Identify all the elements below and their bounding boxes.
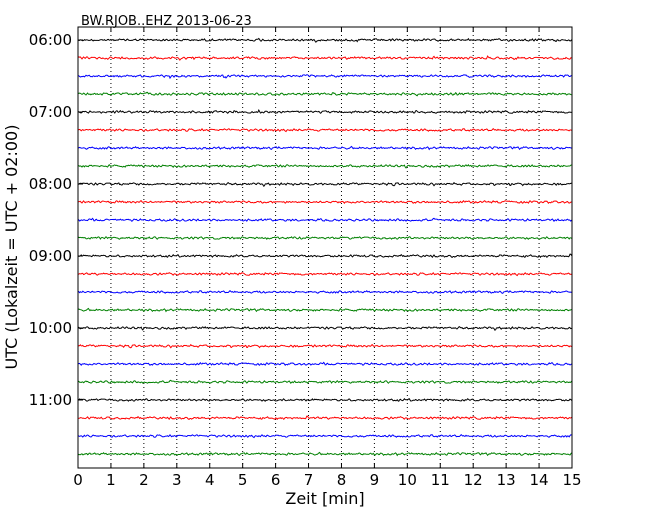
x-tick-label: 10 bbox=[398, 471, 417, 489]
trace-line bbox=[77, 271, 572, 277]
trace-line bbox=[77, 290, 572, 294]
x-tick-label: 8 bbox=[337, 471, 347, 489]
x-tick-label: 15 bbox=[562, 471, 581, 489]
trace-line bbox=[77, 379, 573, 384]
y-tick-label: 08:00 bbox=[29, 175, 72, 193]
trace-line bbox=[77, 398, 572, 402]
trace-line bbox=[77, 55, 572, 61]
x-tick-label: 12 bbox=[464, 471, 483, 489]
trace-line bbox=[77, 326, 572, 331]
x-tick-label: 2 bbox=[139, 471, 149, 489]
trace-line bbox=[77, 307, 572, 313]
x-tick-label: 0 bbox=[73, 471, 83, 489]
y-axis-label: UTC (Lokalzeit = UTC + 02:00) bbox=[2, 125, 21, 370]
chart-title: BW.RJOB..EHZ 2013-06-23 bbox=[81, 14, 252, 29]
x-axis-label: Zeit [min] bbox=[285, 489, 364, 508]
trace-line bbox=[77, 37, 573, 43]
trace-line bbox=[77, 181, 572, 187]
trace-line bbox=[77, 164, 572, 169]
traces bbox=[77, 37, 573, 457]
trace-line bbox=[77, 361, 572, 367]
trace-line bbox=[77, 217, 573, 222]
y-tick-label: 06:00 bbox=[29, 31, 72, 49]
x-tick-label: 7 bbox=[304, 471, 314, 489]
y-tick-label: 11:00 bbox=[29, 391, 72, 409]
trace-line bbox=[77, 108, 572, 115]
trace-line bbox=[77, 253, 573, 259]
x-tick-label: 13 bbox=[497, 471, 516, 489]
trace-line bbox=[77, 127, 572, 133]
x-tick-label: 1 bbox=[106, 471, 116, 489]
x-tick-label: 14 bbox=[530, 471, 549, 489]
trace-line bbox=[77, 91, 572, 97]
x-tick-label: 3 bbox=[172, 471, 182, 489]
trace-line bbox=[77, 200, 572, 205]
plot-frame bbox=[77, 26, 573, 469]
trace-line bbox=[77, 236, 572, 240]
x-tick-label: 9 bbox=[370, 471, 380, 489]
y-tick-label: 10:00 bbox=[29, 319, 72, 337]
x-tick-label: 4 bbox=[205, 471, 215, 489]
x-axis: 0 1 2 3 4 5 6 7 8 9 10 11 12 13 14 15 bbox=[73, 27, 582, 489]
trace-line bbox=[77, 145, 572, 151]
y-tick-label: 09:00 bbox=[29, 247, 72, 265]
trace-line bbox=[77, 74, 572, 80]
x-tick-label: 6 bbox=[271, 471, 281, 489]
x-tick-label: 5 bbox=[238, 471, 248, 489]
trace-line bbox=[77, 433, 572, 439]
x-tick-label: 11 bbox=[431, 471, 450, 489]
trace-line bbox=[77, 451, 573, 457]
trace-line bbox=[77, 415, 572, 421]
y-axis: 06:00 07:00 08:00 09:00 10:00 11:00 bbox=[29, 31, 83, 409]
y-tick-label: 07:00 bbox=[29, 103, 72, 121]
trace-line bbox=[77, 343, 572, 349]
grid-lines bbox=[110, 27, 540, 468]
